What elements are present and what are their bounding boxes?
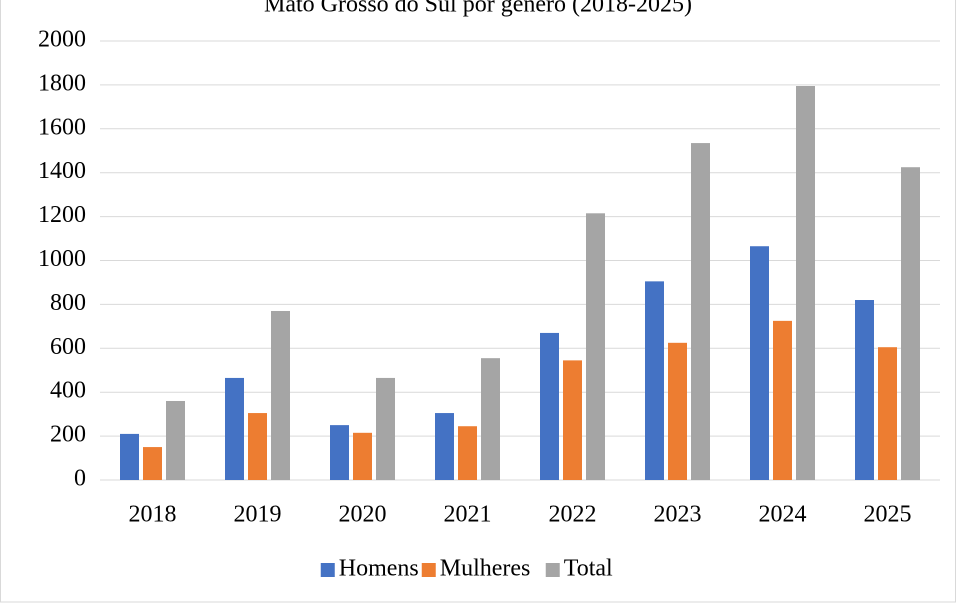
x-tick-label: 2025: [864, 502, 912, 528]
y-tick-label: 800: [50, 290, 86, 316]
bar: [353, 432, 372, 480]
legend-label: Total: [564, 556, 613, 582]
bar: [645, 281, 664, 480]
bar: [878, 347, 897, 480]
bar: [855, 300, 874, 480]
x-tick-label: 2020: [339, 502, 387, 528]
bar: [901, 167, 920, 480]
bar: [330, 425, 349, 480]
x-tick-label: 2022: [549, 502, 597, 528]
y-tick-label: 1800: [38, 70, 86, 96]
bar: [540, 332, 559, 480]
x-tick-label: 2019: [234, 502, 282, 528]
chart-title: Mato Grosso do Sul por gênero (2018-2025…: [264, 0, 692, 18]
bar: [750, 246, 769, 480]
bar: [435, 413, 454, 480]
legend-label: Homens: [339, 556, 419, 582]
legend-label: Mulheres: [440, 556, 531, 582]
bar: [120, 433, 139, 480]
bar: [481, 358, 500, 480]
x-tick-label: 2018: [129, 502, 177, 528]
y-tick-label: 200: [50, 422, 86, 448]
bar: [796, 85, 815, 480]
x-tick-label: 2023: [654, 502, 702, 528]
bar: [166, 400, 185, 480]
x-tick-label: 2021: [444, 502, 492, 528]
y-tick-label: 1000: [38, 246, 86, 272]
y-tick-label: 400: [50, 378, 86, 404]
legend-swatch: [545, 563, 560, 577]
y-tick-label: 0: [74, 466, 86, 492]
y-tick-label: 1600: [38, 114, 86, 140]
bar: [773, 320, 792, 480]
bar: [271, 310, 290, 480]
bar: [376, 377, 395, 480]
bar: [691, 143, 710, 480]
y-tick-label: 1400: [38, 158, 86, 184]
bar: [563, 360, 582, 480]
legend-swatch: [421, 563, 436, 577]
y-tick-label: 600: [50, 334, 86, 360]
bar: [248, 413, 267, 480]
bar: [458, 426, 477, 480]
x-tick-label: 2024: [759, 502, 807, 528]
y-tick-label: 1200: [38, 202, 86, 228]
bar: [143, 447, 162, 480]
bar: [225, 377, 244, 480]
bar: [586, 213, 605, 480]
legend-swatch: [320, 563, 335, 577]
bar: [668, 342, 687, 480]
y-tick-label: 2000: [38, 27, 86, 53]
